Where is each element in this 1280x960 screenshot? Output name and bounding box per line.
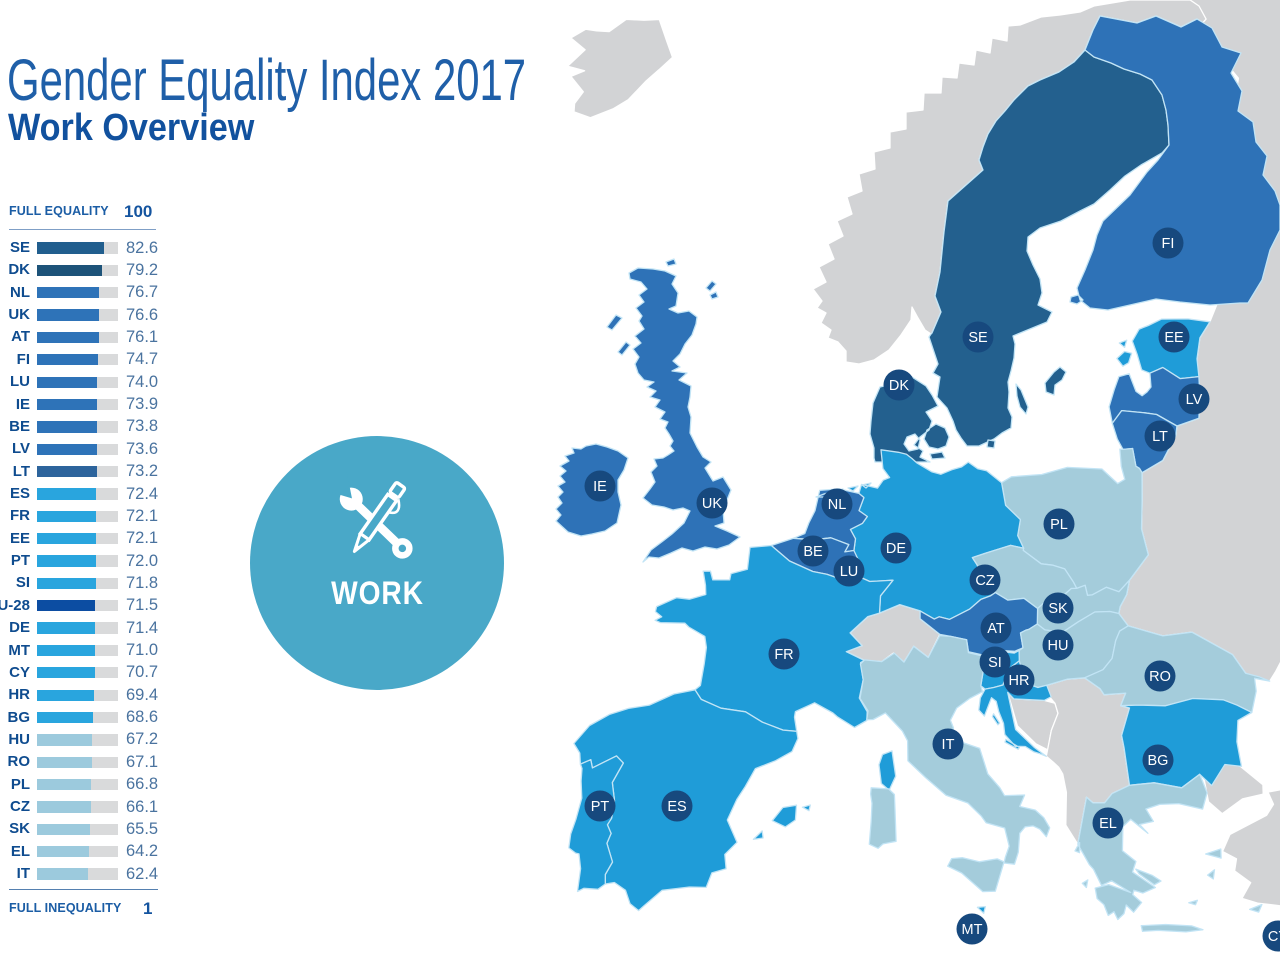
svg-text:AT: AT — [987, 621, 1005, 637]
svg-text:CZ: CZ — [975, 573, 994, 589]
svg-text:RO: RO — [1149, 669, 1171, 685]
svg-text:FR: FR — [774, 647, 793, 663]
svg-text:BG: BG — [1148, 753, 1169, 769]
svg-text:Work Overview: Work Overview — [8, 105, 255, 148]
svg-text:DK: DK — [889, 378, 909, 394]
svg-text:UK: UK — [702, 496, 722, 512]
svg-text:CY: CY — [1268, 929, 1280, 945]
svg-text:NL: NL — [828, 497, 847, 513]
svg-text:HR: HR — [1009, 673, 1030, 689]
svg-text:HU: HU — [1048, 638, 1069, 654]
svg-text:DE: DE — [886, 541, 906, 557]
svg-text:IT: IT — [942, 737, 955, 753]
svg-text:LV: LV — [1186, 392, 1203, 408]
svg-text:SK: SK — [1048, 601, 1068, 617]
svg-text:PL: PL — [1050, 517, 1068, 533]
svg-text:MT: MT — [962, 922, 983, 938]
svg-text:IE: IE — [593, 479, 607, 495]
svg-text:FI: FI — [1162, 236, 1175, 252]
svg-text:LT: LT — [1152, 429, 1168, 445]
svg-text:SI: SI — [988, 655, 1002, 671]
svg-text:BE: BE — [803, 544, 823, 560]
svg-text:SE: SE — [968, 330, 988, 346]
svg-text:EE: EE — [1164, 330, 1184, 346]
svg-text:PT: PT — [591, 799, 610, 815]
svg-text:ES: ES — [667, 799, 686, 815]
svg-text:Gender Equality Index 2017: Gender Equality Index 2017 — [7, 47, 526, 112]
svg-text:EL: EL — [1099, 816, 1117, 832]
svg-text:LU: LU — [840, 564, 859, 580]
